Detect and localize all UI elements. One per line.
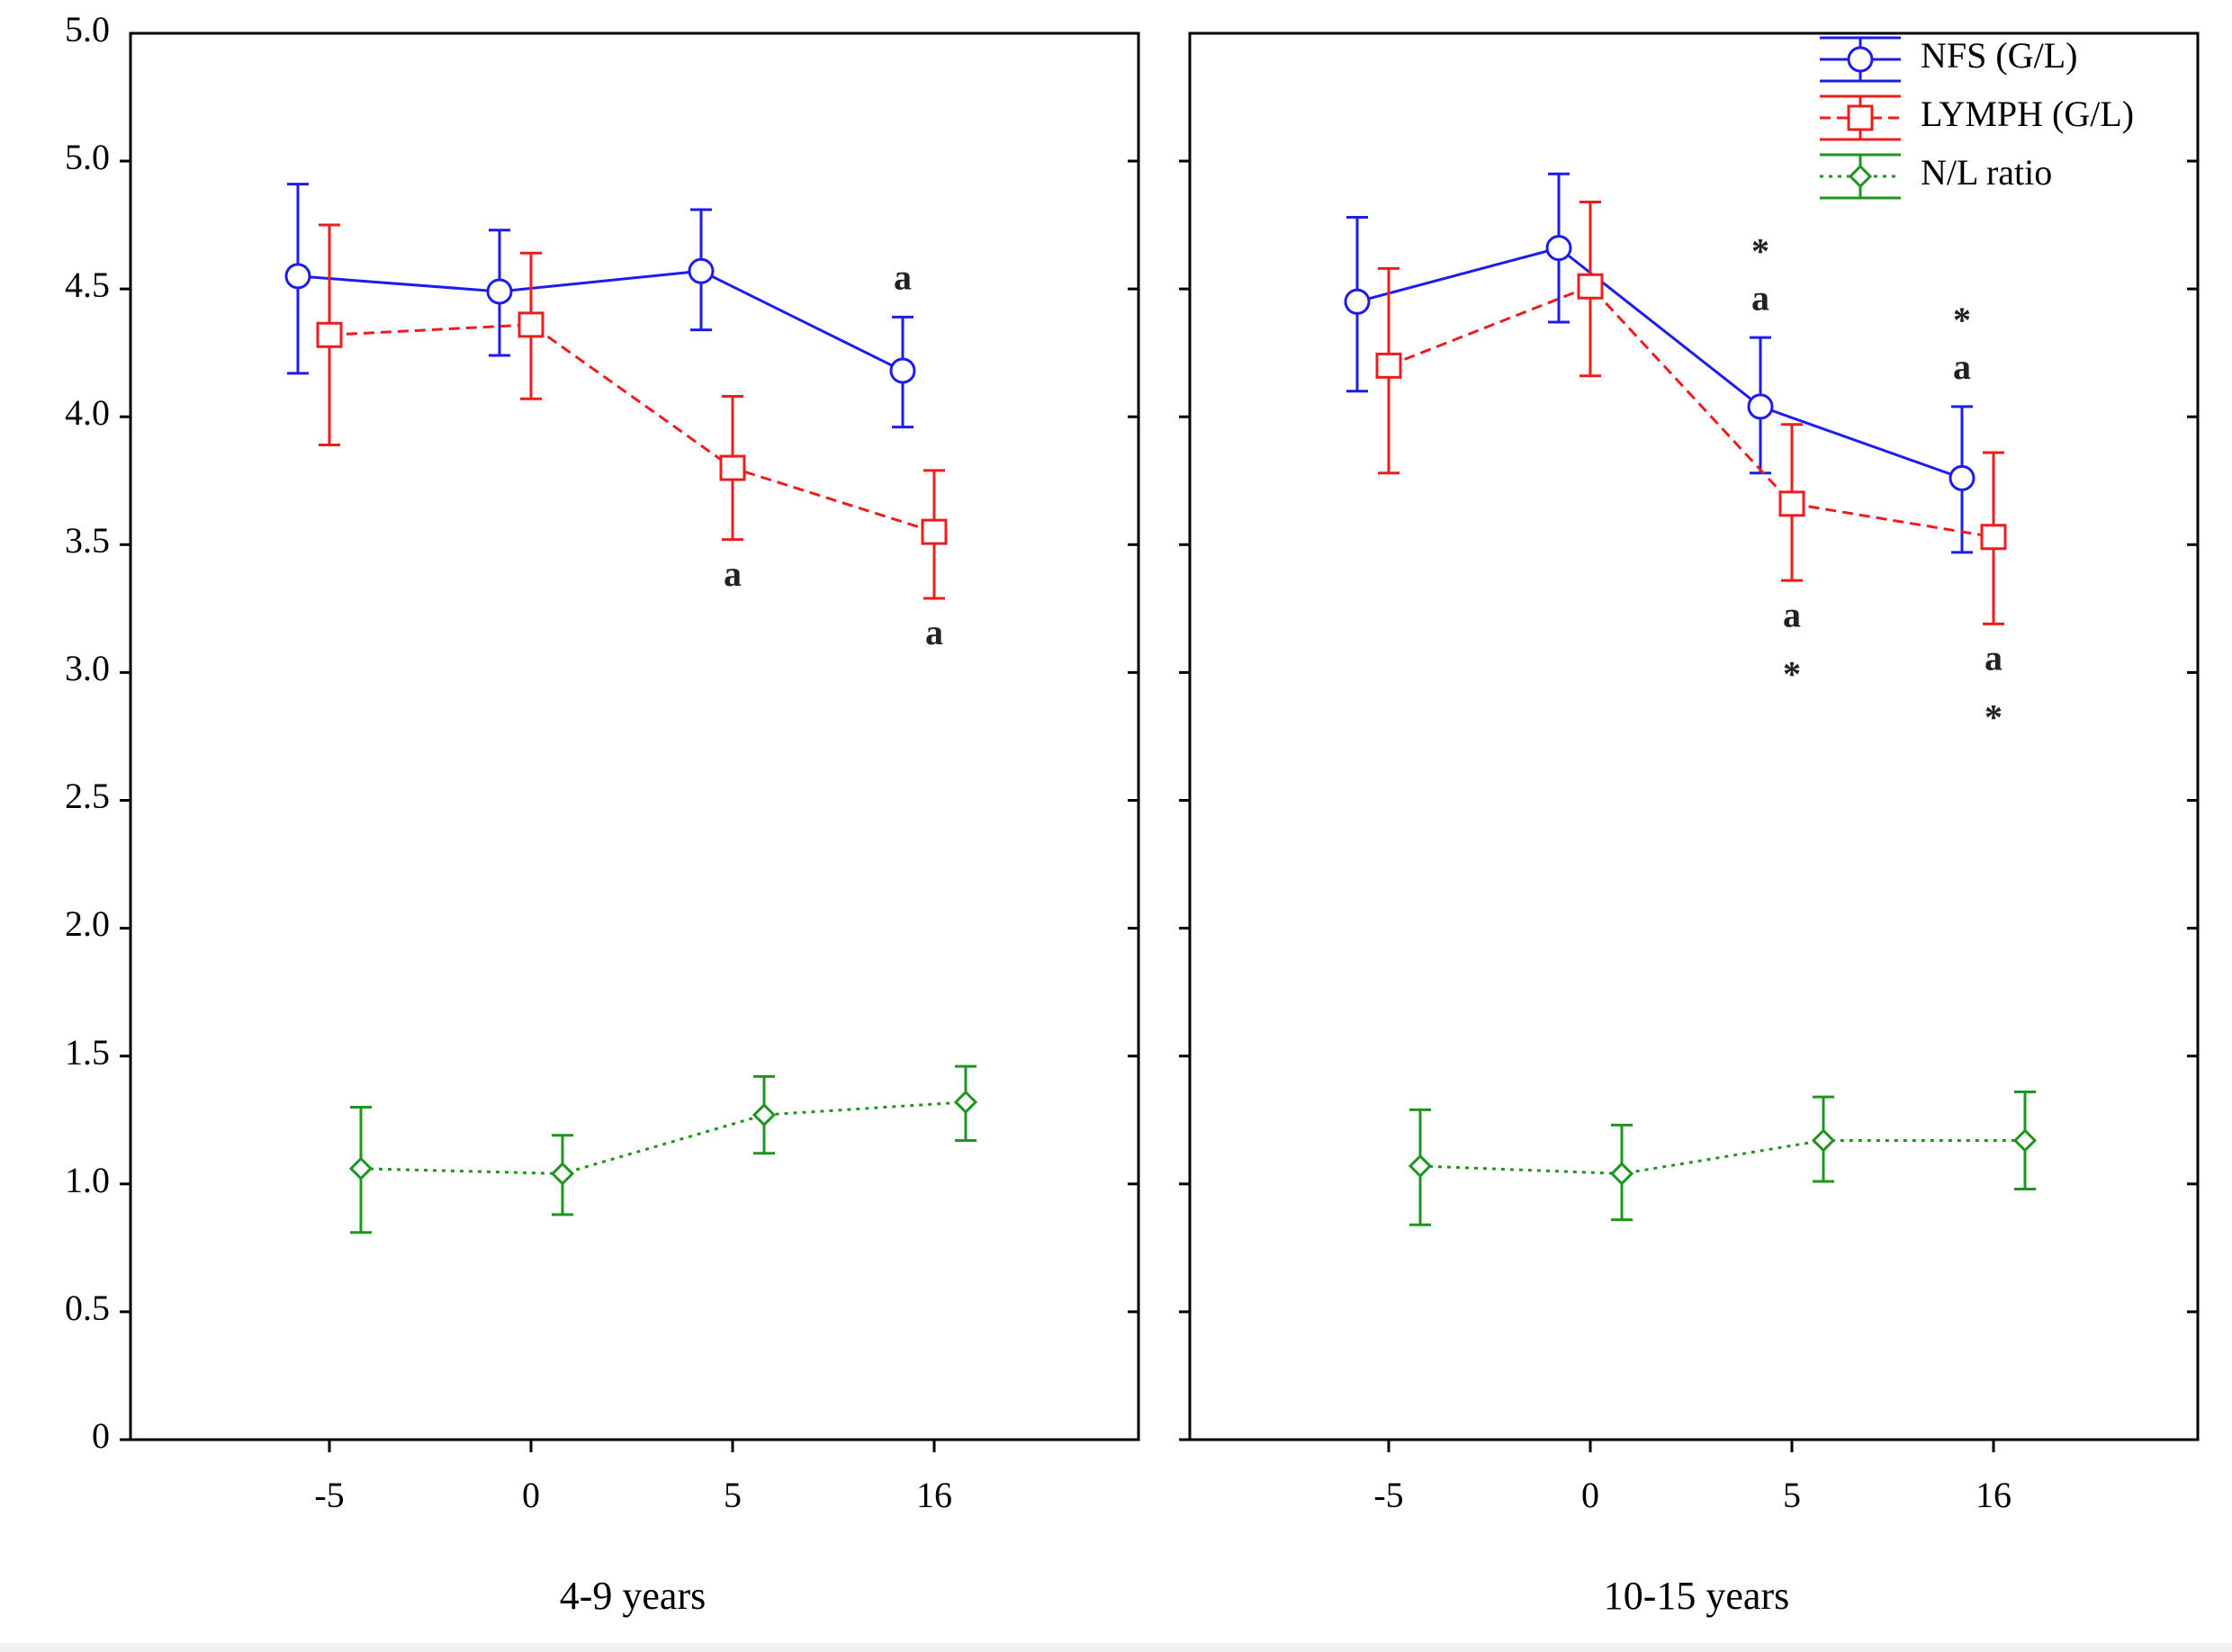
data-point-lymph-g-l (316, 321, 343, 348)
data-point-nfs-g-l (486, 278, 513, 305)
panel-left-x-tick-labels: -5 0 5 16 (314, 1475, 952, 1515)
data-point-lymph-g-l (1375, 352, 1402, 379)
series-nfs-g-l (1344, 172, 1976, 554)
panel-right-frame (1188, 31, 2200, 1441)
panel-right-label: 10-15 years (1604, 1574, 1790, 1618)
legend-label-nl-ratio: N/L ratio (1921, 152, 2052, 193)
significance-asterisk: * (1751, 230, 1769, 271)
y-tick-label: 4.0 (65, 392, 110, 433)
panel-left-plot: a a a (284, 183, 978, 1235)
data-point-n-l-ratio (752, 1102, 777, 1127)
legend-marker (1847, 104, 1874, 131)
x-tick-label: 16 (1976, 1475, 2012, 1515)
y-ticks (120, 159, 2198, 1452)
data-point-lymph-g-l (1577, 273, 1604, 300)
legend-label-nfs: NFS (G/L) (1921, 35, 2077, 76)
legend-item-nl-ratio: N/L ratio (1820, 152, 2052, 200)
panel-right-x-tick-labels: -5 0 5 16 (1373, 1475, 2012, 1515)
legend-item-nfs: NFS (G/L) (1820, 35, 2077, 83)
x-tick-label: 16 (916, 1475, 952, 1515)
x-tick-label: 0 (522, 1475, 540, 1515)
data-point-lymph-g-l (518, 311, 544, 338)
significance-letter: a (1953, 346, 1971, 387)
y-tick-label: 2.5 (65, 776, 110, 816)
panel-right-plot: * a * a a * a * (1344, 172, 2038, 1226)
panel-right: -5 0 5 16 10-15 years * a * a a * a * (1188, 31, 2200, 1618)
x-tick-label: -5 (1373, 1475, 1403, 1515)
series-line-n-l-ratio (1419, 1138, 2025, 1175)
series-line-n-l-ratio (360, 1100, 967, 1175)
legend-marker (1848, 164, 1873, 189)
panel-left: -5 0 5 16 4-9 years a a a (129, 31, 1140, 1618)
series-nfs-g-l (284, 183, 916, 429)
data-point-nfs-g-l (284, 263, 311, 290)
data-point-n-l-ratio (1609, 1162, 1634, 1186)
data-point-n-l-ratio (348, 1156, 374, 1181)
y-tick-label: 4.5 (65, 265, 110, 305)
y-tick-label: 0.5 (65, 1288, 110, 1328)
series-lymph-g-l (1375, 200, 2007, 625)
data-point-n-l-ratio (953, 1090, 978, 1114)
legend-symbol-lymph (1820, 94, 1901, 141)
y-tick-label: 5.0 (65, 137, 110, 177)
data-point-lymph-g-l (719, 454, 746, 481)
data-point-n-l-ratio (1408, 1154, 1433, 1179)
y-tick-labels: 0 0.5 1.0 1.5 2.0 2.5 3.0 3.5 4.0 4.5 5.… (65, 9, 110, 1456)
significance-asterisk: * (1984, 697, 2002, 738)
bottom-strip (0, 1643, 2232, 1652)
data-point-nfs-g-l (1344, 288, 1371, 315)
significance-letter: a (925, 612, 943, 652)
series-line-lymph-g-l (1388, 284, 1994, 539)
significance-letter: a (1783, 594, 1801, 634)
data-point-nfs-g-l (1948, 464, 1976, 491)
annotations: * a * a a * a * (1751, 230, 2002, 737)
y-tick-label: 5.0 (65, 9, 110, 49)
y-tick-label: 2.0 (65, 903, 110, 944)
data-point-nfs-g-l (1545, 235, 1572, 262)
significance-asterisk: * (1953, 300, 1971, 340)
x-tick-label: 5 (1783, 1475, 1801, 1515)
x-tick-label: 5 (724, 1475, 742, 1515)
significance-letter: a (894, 257, 912, 298)
data-point-lymph-g-l (1980, 524, 2007, 551)
y-tick-label: 1.5 (65, 1032, 110, 1073)
x-tick-label: -5 (314, 1475, 344, 1515)
data-point-nfs-g-l (1747, 393, 1774, 420)
data-point-n-l-ratio (550, 1162, 575, 1186)
data-point-lymph-g-l (921, 518, 948, 545)
legend-symbol-nfs (1820, 36, 1901, 83)
y-tick-label: 3.5 (65, 520, 110, 561)
x-tick-label: 0 (1581, 1475, 1599, 1515)
data-point-n-l-ratio (2012, 1128, 2038, 1153)
significance-letter: a (724, 553, 742, 594)
series-line-nfs-g-l (1356, 246, 1963, 480)
legend-label-lymph: LYMPH (G/L) (1921, 94, 2134, 134)
legend: NFS (G/L) LYMPH (G/L) N/L ratio (1820, 35, 2134, 200)
panel-left-frame (129, 31, 1140, 1441)
series-line-nfs-g-l (297, 269, 904, 373)
legend-symbol-nl-ratio (1820, 153, 1901, 200)
data-point-n-l-ratio (1811, 1128, 1836, 1153)
significance-letter: a (1751, 277, 1769, 318)
legend-item-lymph: LYMPH (G/L) (1820, 94, 2134, 141)
significance-letter: a (1984, 638, 2002, 678)
series-line-lymph-g-l (328, 323, 935, 534)
series-n-l-ratio (348, 1064, 978, 1235)
panel-left-label: 4-9 years (560, 1574, 706, 1618)
y-tick-label: 3.0 (65, 648, 110, 688)
legend-marker (1847, 46, 1874, 73)
y-tick-label: 1.0 (65, 1160, 110, 1200)
y-tick-label: 0 (92, 1415, 110, 1456)
data-point-nfs-g-l (688, 257, 715, 284)
data-point-nfs-g-l (889, 357, 916, 384)
annotations: a a a (724, 257, 943, 653)
series-n-l-ratio (1408, 1090, 2038, 1226)
series-lymph-g-l (316, 223, 948, 600)
significance-asterisk: * (1783, 653, 1801, 694)
data-point-lymph-g-l (1778, 490, 1805, 517)
